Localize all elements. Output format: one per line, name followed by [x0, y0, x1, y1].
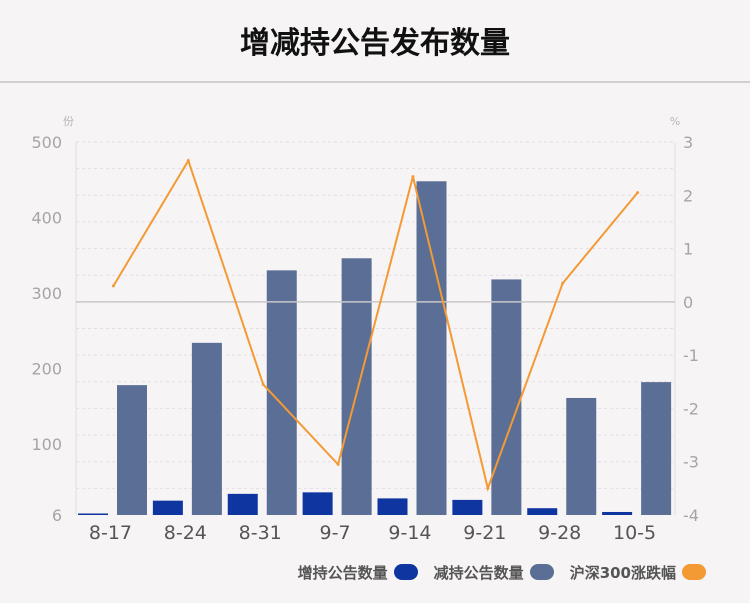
x-tick-label: 9-14 [388, 522, 431, 544]
legend-label-hs300: 沪深300涨跌幅 [569, 563, 676, 582]
bar-decrease [341, 258, 372, 515]
y-right-tick-label: -3 [683, 453, 699, 472]
legend-swatch-hs300 [682, 564, 706, 580]
x-tick-label: 9-7 [320, 522, 351, 544]
line-point [411, 175, 415, 179]
legend: 增持公告数量 减持公告数量 沪深300涨跌幅 [298, 560, 706, 584]
line-point [336, 462, 340, 466]
line-point [111, 284, 115, 288]
x-tick-label: 9-21 [463, 522, 506, 544]
line-point [561, 281, 565, 285]
legend-swatch-increase [393, 564, 418, 580]
legend-item-hs300: 沪深300涨跌幅 [570, 562, 706, 583]
x-tick-label: 8-24 [164, 522, 207, 544]
x-tick-label: 8-17 [89, 522, 132, 544]
line-hs300 [112, 158, 639, 492]
y-right-tick-label: 2 [683, 186, 693, 205]
line-point [261, 382, 265, 386]
x-tick-label: 10-5 [613, 522, 656, 544]
bar-increase [452, 499, 483, 515]
legend-item-increase: 增持公告数量 [298, 562, 418, 583]
y-left-tick-label: 300 [31, 284, 62, 303]
y-left-tick-label: 500 [31, 133, 62, 152]
bar-increase [527, 508, 558, 515]
bar-increase [377, 498, 408, 515]
line-point [486, 486, 490, 490]
y-right-tick-label: 3 [683, 133, 693, 152]
title-divider [0, 81, 750, 83]
x-tick-label: 9-28 [538, 522, 581, 544]
y-right-tick-label: -2 [683, 399, 699, 418]
bar-increase [227, 493, 258, 515]
line-point [636, 191, 640, 195]
y-left-tick-label: 100 [31, 435, 62, 454]
bar-increase [602, 511, 633, 515]
y-left-tick-label: 200 [31, 360, 62, 379]
y-right-tick-label: -1 [683, 346, 699, 365]
bar-decrease [566, 397, 597, 515]
y-left-tick-label: 400 [31, 209, 62, 228]
bar-decrease [117, 385, 147, 515]
bar-decrease [641, 382, 672, 515]
chart-title: 增减持公告发布数量 [240, 26, 510, 61]
y-right-unit: % [670, 115, 680, 128]
legend-label-increase: 增持公告数量 [297, 563, 388, 582]
y-left-unit: 份 [63, 115, 74, 128]
y-right-tick-label: 0 [683, 293, 693, 312]
line-point [186, 159, 190, 163]
y-right-tick-label: 1 [683, 240, 693, 259]
bar-decrease [491, 279, 522, 515]
bar-decrease [416, 181, 447, 515]
bar-increase [302, 492, 333, 515]
x-tick-label: 8-31 [239, 522, 282, 544]
y-right-tick-label: -4 [683, 506, 699, 525]
bar-increase [78, 513, 108, 515]
legend-item-decrease: 减持公告数量 [434, 562, 554, 583]
y-left-tick-label: 6 [52, 506, 62, 525]
legend-swatch-decrease [529, 564, 554, 580]
bar-increase [152, 500, 183, 515]
legend-label-decrease: 减持公告数量 [433, 563, 524, 582]
bar-decrease [191, 342, 222, 515]
